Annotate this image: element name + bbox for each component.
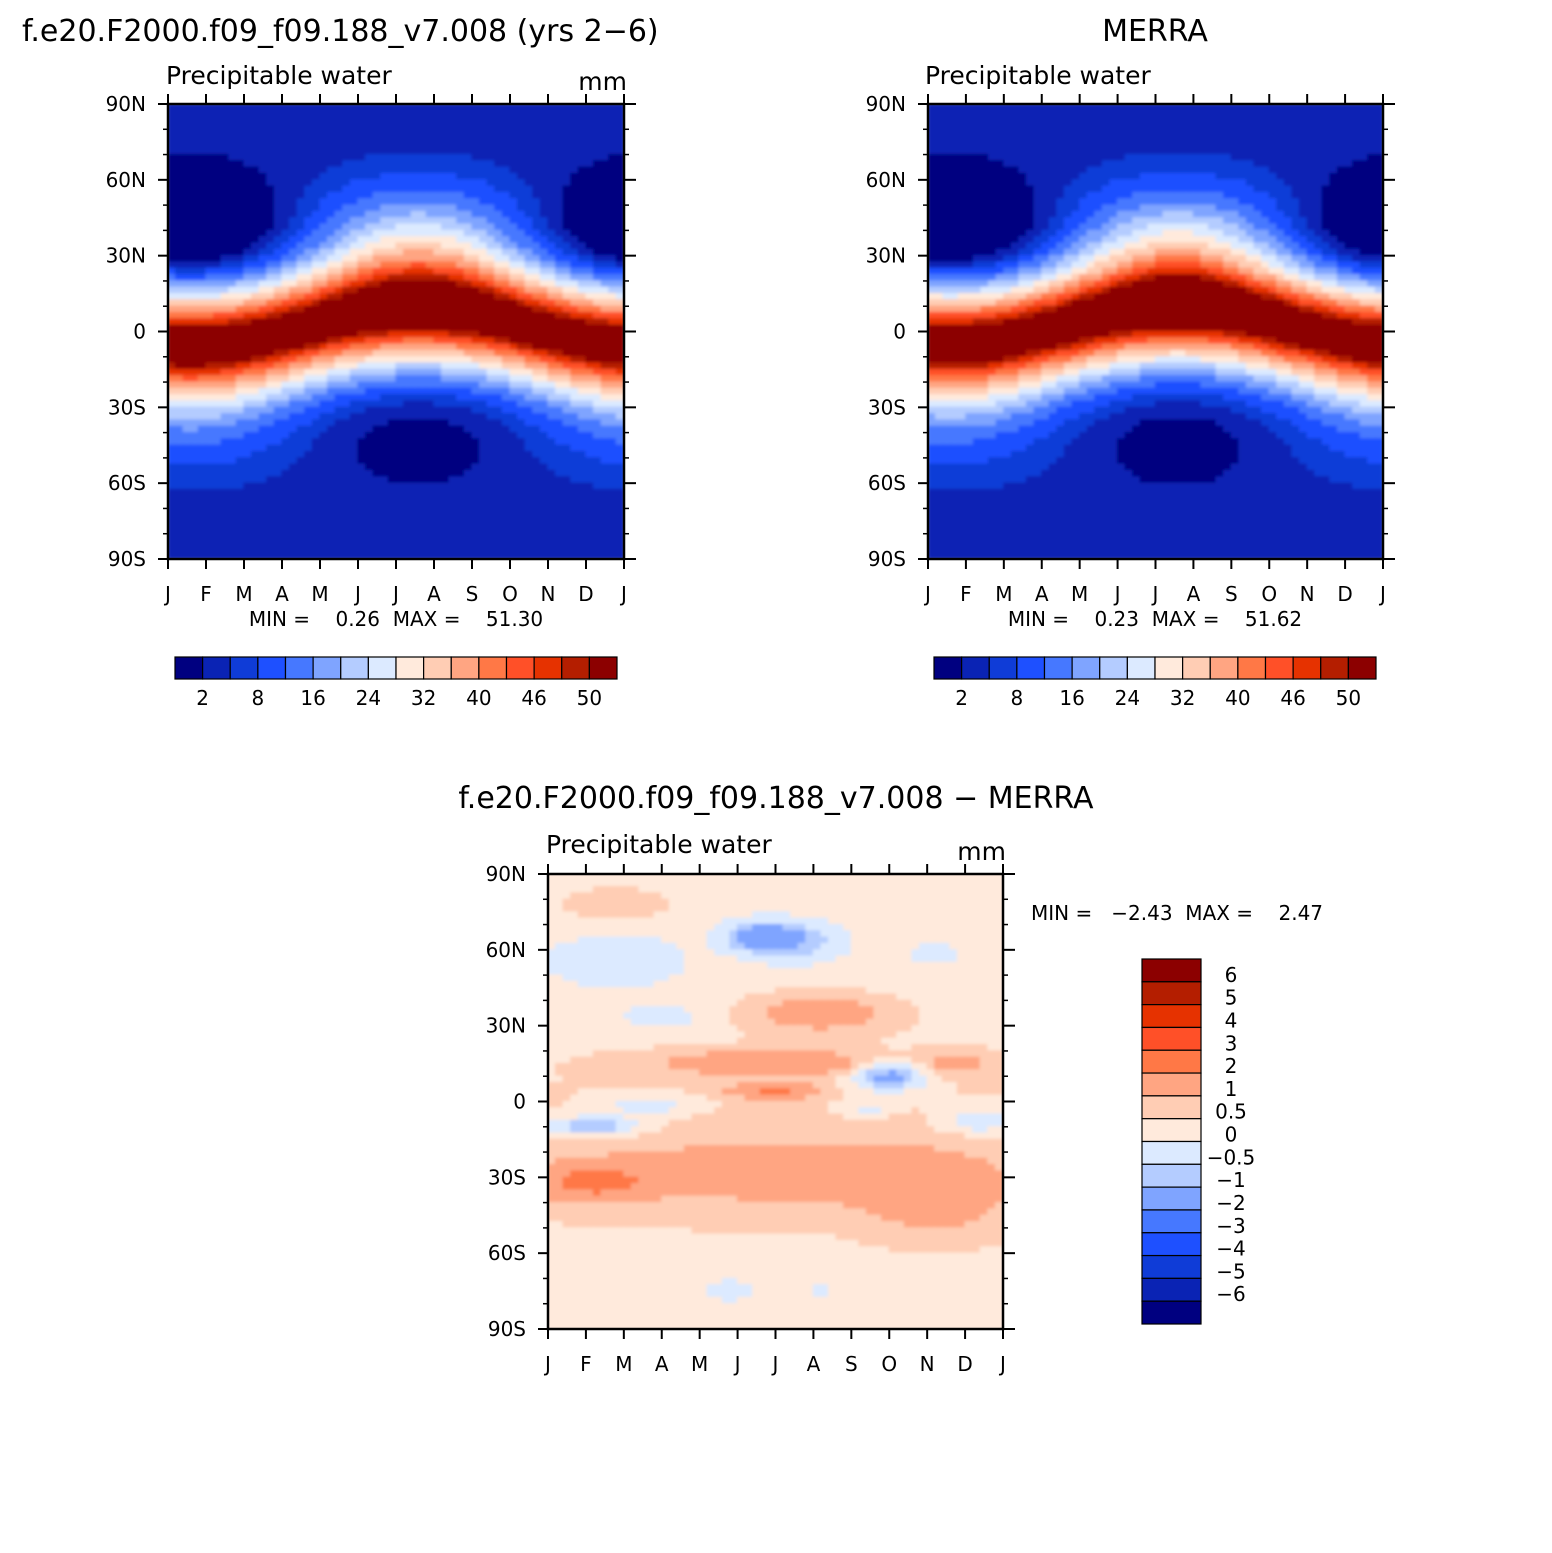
- x-tick-label: M: [235, 582, 252, 606]
- colorbar-label: 46: [521, 686, 546, 710]
- x-tick-label: D: [578, 582, 593, 606]
- colorbar-label: 16: [300, 686, 325, 710]
- colorbar-swatch: [396, 657, 424, 679]
- colorbar-swatch: [203, 657, 231, 679]
- colorbar-swatch: [479, 657, 507, 679]
- y-tick-label: 0: [133, 320, 146, 344]
- panel-model-field: [167, 103, 624, 559]
- colorbar-swatch: [507, 657, 535, 679]
- colorbar-label: 8: [252, 686, 265, 710]
- y-tick-label: 60S: [108, 471, 146, 495]
- x-tick-label: J: [619, 582, 627, 606]
- panel-model-units: mm: [578, 67, 627, 96]
- y-tick-label: 30S: [108, 395, 146, 419]
- x-tick-label: S: [466, 582, 479, 606]
- x-tick-label: J: [163, 582, 171, 606]
- x-tick-label: N: [541, 582, 556, 606]
- colorbar-swatch: [313, 657, 341, 679]
- colorbar-swatch: [341, 657, 369, 679]
- y-tick-label: 90N: [106, 92, 146, 116]
- x-tick-label: O: [502, 582, 518, 606]
- y-tick-label: 30N: [106, 244, 146, 268]
- x-tick-label: A: [275, 582, 289, 606]
- colorbar-label: 50: [577, 686, 602, 710]
- colorbar-swatch: [424, 657, 452, 679]
- colorbar-swatch: [230, 657, 258, 679]
- colorbar-swatch: [589, 657, 617, 679]
- colorbar-swatch: [175, 657, 203, 679]
- colorbar-swatch: [534, 657, 562, 679]
- colorbar-label: 32: [411, 686, 436, 710]
- colorbar-swatch: [451, 657, 479, 679]
- panel-merra-subtitle: Precipitable water: [925, 61, 1151, 90]
- x-tick-label: A: [427, 582, 441, 606]
- panel-model-subtitle: Precipitable water: [166, 61, 392, 90]
- panel-model-title: f.e20.F2000.f09_f09.188_v7.008 (yrs 2−6): [22, 14, 659, 49]
- x-tick-label: M: [311, 582, 328, 606]
- colorbar-label: 40: [466, 686, 491, 710]
- panel-model-minmax: MIN = 0.26 MAX = 51.30: [249, 607, 543, 631]
- colorbar-swatch: [368, 657, 396, 679]
- x-tick-label: F: [200, 582, 212, 606]
- panel-merra-title: MERRA: [1102, 14, 1208, 49]
- x-tick-label: J: [353, 582, 361, 606]
- y-tick-label: 90S: [108, 547, 146, 571]
- colorbar-swatch: [258, 657, 286, 679]
- panel-model: f.e20.F2000.f09_f09.188_v7.008 (yrs 2−6)…: [22, 14, 659, 710]
- panel-model-colorbar: 2 8 16 24 32 40 46 50: [175, 657, 617, 710]
- colorbar-swatch: [286, 657, 314, 679]
- y-tick-label: 60N: [106, 168, 146, 192]
- colorbar-swatch: [562, 657, 590, 679]
- panel-merra-field: [927, 103, 1383, 559]
- colorbar-label: 2: [196, 686, 209, 710]
- x-tick-label: J: [391, 582, 399, 606]
- colorbar-label: 24: [356, 686, 381, 710]
